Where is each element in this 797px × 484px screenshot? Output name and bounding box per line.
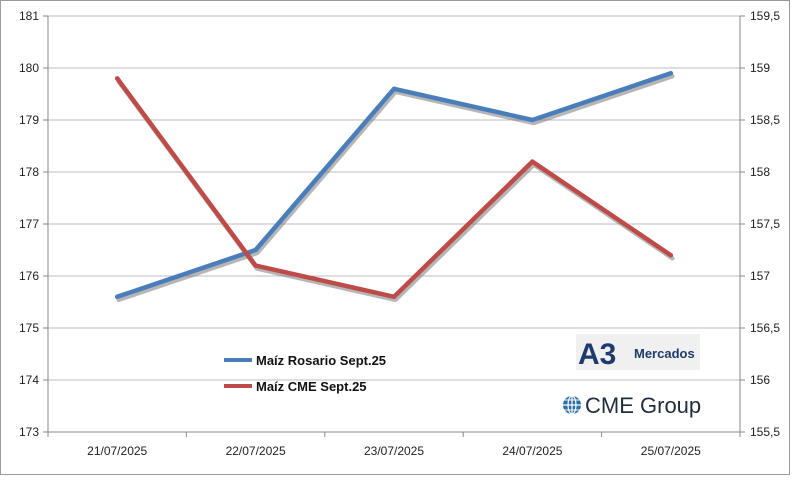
data-point-1: [115, 76, 120, 81]
left-tick-label: 181: [19, 9, 39, 23]
left-tick-label: 178: [19, 165, 39, 179]
x-axis-tick-labels: 21/07/2025 22/07/2025 23/07/2025 24/07/2025…: [87, 444, 701, 458]
left-axis-tick-labels: 173 174 175 176 177 178 179 180 181: [19, 9, 39, 439]
a3-logo-background: [576, 334, 700, 370]
right-tick-label: 156: [750, 373, 770, 387]
left-tick-label: 174: [19, 373, 39, 387]
data-point-1: [530, 159, 535, 164]
a3-logo-mark: A3: [578, 338, 616, 371]
right-tick-label: 158,5: [750, 113, 780, 127]
axes: [43, 15, 745, 437]
right-tick-label: 155,5: [750, 425, 780, 439]
a3-logo-text: Mercados: [634, 346, 695, 361]
x-tick-label: 23/07/2025: [364, 444, 424, 458]
x-tick-label: 24/07/2025: [502, 444, 562, 458]
x-tick-label: 21/07/2025: [87, 444, 147, 458]
left-tick-label: 176: [19, 269, 39, 283]
data-point-1: [253, 263, 258, 268]
left-tick-label: 173: [19, 425, 39, 439]
right-tick-label: 159: [750, 61, 770, 75]
globe-icon: [563, 395, 581, 415]
right-tick-label: 157: [750, 269, 770, 283]
series-layer: [114, 70, 675, 303]
left-tick-label: 177: [19, 217, 39, 231]
left-tick-label: 179: [19, 113, 39, 127]
data-point-0: [530, 118, 535, 122]
cme-logo-text: CME Group: [585, 393, 701, 418]
cme-group-logo: CME Group: [563, 393, 701, 418]
data-point-0: [668, 71, 673, 76]
right-axis-tick-labels: 155,5 156 156,5 157 157,5 158 158,5 159 159,5: [750, 9, 780, 439]
data-point-0: [392, 86, 396, 91]
right-tick-label: 157,5: [750, 217, 780, 231]
series-shadow-0: [116, 73, 675, 303]
right-tick-label: 156,5: [750, 321, 780, 335]
a3-mercados-logo: A3 Mercados: [576, 334, 700, 371]
x-tick-label: 25/07/2025: [641, 444, 701, 458]
left-tick-label: 175: [19, 321, 39, 335]
legend-label-rosario: Maíz Rosario Sept.25: [256, 353, 386, 368]
legend: Maíz Rosario Sept.25 Maíz CME Sept.25: [224, 353, 386, 394]
data-point-1: [392, 294, 396, 299]
data-point-0: [115, 294, 120, 299]
data-point-0: [253, 248, 258, 252]
right-tick-label: 159,5: [750, 9, 780, 23]
legend-label-cme: Maíz CME Sept.25: [256, 379, 367, 394]
right-tick-label: 158: [750, 165, 770, 179]
x-tick-label: 22/07/2025: [226, 444, 286, 458]
left-tick-label: 180: [19, 61, 39, 75]
data-point-1: [668, 253, 673, 258]
